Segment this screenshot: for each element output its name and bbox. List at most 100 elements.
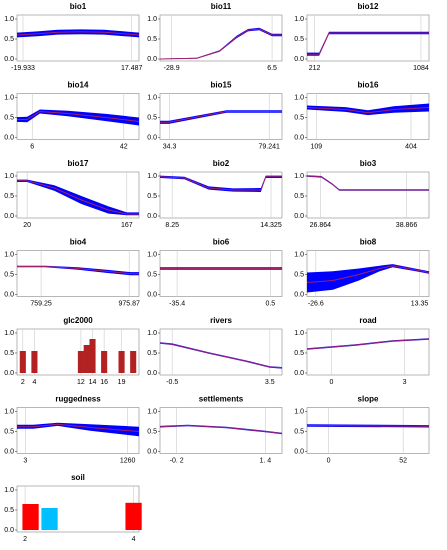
y-tick-label: 0.5 [294, 428, 304, 435]
y-tick-label: 0.0 [294, 370, 304, 377]
y-tick-label: 0.5 [147, 193, 157, 200]
mean-line [160, 111, 282, 123]
y-tick-label: 0.5 [147, 350, 157, 357]
y-tick-label: 0.5 [294, 350, 304, 357]
mean-line [159, 342, 283, 369]
plot-frame [159, 93, 283, 140]
x-tick-label: 0 [327, 457, 331, 464]
y-tick-label: 0.5 [4, 271, 14, 278]
mean-line [17, 180, 139, 215]
panel-title: settlements [199, 395, 244, 404]
panel-title: bio4 [70, 238, 87, 247]
plot-frame [159, 407, 283, 454]
x-tick-label: 19 [118, 379, 126, 386]
x-tick-label: -0. 2 [170, 457, 184, 464]
x-tick-label: 0.5 [265, 300, 275, 307]
bar [89, 339, 96, 373]
y-tick-label: 0.5 [294, 114, 304, 121]
y-tick-label: 1.0 [147, 330, 157, 337]
y-tick-label: 1.0 [4, 330, 14, 337]
sd-band [307, 264, 429, 293]
x-tick-label: 26.864 [310, 222, 332, 229]
mean-line [159, 424, 283, 434]
x-tick-label: 3 [403, 379, 407, 386]
y-tick-label: 1.0 [147, 16, 157, 23]
panel-title: soil [71, 473, 85, 482]
y-tick-label: 1.0 [294, 251, 304, 258]
y-tick-label: 0.0 [4, 370, 14, 377]
mean-line [17, 266, 139, 275]
mean-line [306, 265, 430, 283]
x-tick-label: 16 [100, 379, 108, 386]
plot-frame [159, 250, 283, 297]
y-tick-label: 0.0 [4, 291, 14, 298]
y-tick-label: 0.0 [294, 291, 304, 298]
x-tick-label: 2 [21, 379, 25, 386]
bar [101, 351, 108, 373]
x-tick-label: 79.241 [259, 143, 281, 150]
x-tick-label: 167 [121, 222, 133, 229]
y-tick-label: 0.0 [294, 56, 304, 63]
x-tick-label: 20 [23, 222, 31, 229]
plot-frame [159, 14, 283, 62]
y-tick-label: 0.0 [147, 134, 157, 141]
y-tick-label: 1.0 [4, 94, 14, 101]
y-tick-label: 0.5 [147, 114, 157, 121]
bar [19, 351, 26, 373]
bar [41, 508, 58, 530]
panel-title: bio17 [68, 159, 89, 168]
panel-title: ruggedness [55, 395, 101, 404]
y-tick-label: 1.0 [4, 251, 14, 258]
y-tick-label: 0.5 [294, 271, 304, 278]
sd-band [17, 422, 139, 437]
y-tick-label: 0.0 [4, 527, 14, 534]
x-tick-label: 212 [309, 65, 321, 72]
x-tick-label: 0 [329, 379, 333, 386]
bar [83, 345, 90, 373]
x-tick-label: 42 [120, 143, 128, 150]
panel-title: bio15 [211, 81, 232, 90]
panel-title: road [359, 316, 376, 325]
y-tick-label: 0.0 [294, 134, 304, 141]
sd-band [17, 179, 139, 216]
y-tick-label: 1.0 [147, 251, 157, 258]
y-tick-label: 0.5 [147, 36, 157, 43]
bar [125, 502, 142, 530]
x-tick-label: 52 [399, 457, 407, 464]
x-tick-label: 2 [23, 536, 27, 543]
x-tick-label: 38.866 [396, 222, 418, 229]
panel-title: slope [358, 395, 379, 404]
mean-line [306, 107, 430, 114]
y-tick-label: 0.0 [4, 213, 14, 220]
y-tick-label: 0.0 [147, 370, 157, 377]
panel-title: bio1 [70, 2, 87, 11]
x-tick-label: -0.5 [166, 379, 178, 386]
y-tick-label: 1.0 [294, 94, 304, 101]
mean-line [306, 338, 430, 350]
y-tick-label: 1.0 [294, 408, 304, 415]
sd-band [17, 265, 139, 276]
sd-band [160, 175, 282, 192]
mean-line [17, 423, 140, 432]
x-tick-label: 1084 [413, 65, 429, 72]
x-tick-label: 1. 4 [260, 457, 272, 464]
x-tick-label: 4 [32, 379, 36, 386]
mean-line [306, 425, 430, 427]
x-tick-label: 4 [132, 536, 136, 543]
y-tick-label: 0.0 [294, 448, 304, 455]
bar [118, 351, 125, 373]
y-tick-label: 0.0 [4, 134, 14, 141]
sd-band [160, 424, 282, 435]
sd-band [17, 109, 139, 126]
y-tick-label: 1.0 [147, 408, 157, 415]
y-tick-label: 1.0 [294, 16, 304, 23]
x-tick-label: 34.3 [163, 143, 177, 150]
panel-title: rivers [210, 316, 232, 325]
x-tick-label: 6 [30, 143, 34, 150]
bar [77, 351, 84, 373]
y-tick-label: 1.0 [4, 487, 14, 494]
y-tick-label: 1.0 [4, 16, 14, 23]
panel-title: bio3 [360, 159, 377, 168]
panel-title: bio8 [360, 238, 377, 247]
y-tick-label: 0.0 [147, 213, 157, 220]
